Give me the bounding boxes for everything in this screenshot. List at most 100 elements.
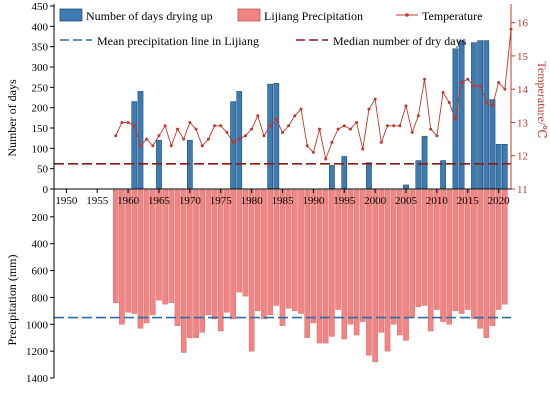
precipitation-bar	[217, 189, 224, 332]
top-y-tick-label: 200	[32, 103, 49, 115]
bottom-y-tick-label: 1200	[26, 346, 49, 358]
dry-days-bar	[501, 144, 508, 190]
temperature-point	[114, 134, 118, 138]
precipitation-bar	[131, 189, 138, 314]
right-y-axis-title: Temperature/℃	[535, 61, 549, 138]
precipitation-bar	[143, 189, 150, 324]
temperature-point	[231, 140, 235, 144]
precipitation-bar	[255, 189, 261, 312]
temperature-point	[281, 130, 284, 134]
precipitation-bar	[162, 189, 168, 305]
bottom-y-tick-label: 400	[32, 239, 49, 251]
x-tick-label: 2020	[488, 195, 511, 207]
temperature-point	[268, 124, 272, 128]
x-tick-label: 2015	[457, 195, 480, 207]
precipitation-bar	[298, 189, 304, 314]
precipitation-bars	[112, 189, 508, 363]
precipitation-bar	[366, 189, 372, 356]
temp-y-tick-label: 11	[517, 184, 528, 196]
temperature-point	[447, 100, 451, 104]
dry-days-bar	[273, 83, 280, 190]
temperature-point	[497, 81, 501, 85]
temp-y-tick-label: 14	[517, 84, 529, 96]
precipitation-bar	[224, 189, 230, 313]
tick-labels: 0 50 100 150 200 250 300 350 400 450 200 400 600 800 1…	[26, 1, 529, 385]
x-tick-label: 1980	[241, 195, 264, 207]
temperature-point	[392, 124, 396, 128]
temperature-point	[163, 124, 167, 128]
dry-days-bar	[471, 42, 477, 190]
precipitation-bar	[310, 189, 317, 324]
precipitation-bar	[397, 189, 403, 336]
temperature-point	[423, 77, 427, 81]
dry-days-bar	[230, 101, 236, 190]
temperature-point	[126, 120, 130, 124]
temperature-point	[299, 107, 303, 111]
temperature-point	[169, 144, 173, 148]
precipitation-bar	[230, 189, 236, 320]
temperature-series	[114, 27, 513, 161]
temperature-point	[348, 127, 352, 131]
precipitation-bar	[261, 189, 267, 320]
temperature-point	[460, 81, 464, 85]
bottom-y-tick-label: 600	[32, 266, 49, 278]
bottom-y-tick-label: 1400	[26, 373, 49, 385]
temperature-point	[367, 107, 371, 111]
temperature-point	[385, 124, 389, 128]
precipitation-bar	[378, 189, 385, 333]
legend-swatch-precipitation	[237, 8, 261, 22]
temperature-point	[318, 127, 322, 131]
bottom-y-tick-label: 1000	[26, 319, 49, 331]
temperature-point	[120, 120, 124, 124]
x-tick-label: 1995	[333, 195, 356, 207]
precipitation-bar	[267, 189, 273, 316]
temperature-point	[410, 130, 414, 134]
precipitation-bar	[150, 189, 156, 316]
precipitation-bar	[304, 189, 310, 338]
dry-days-bar	[440, 160, 446, 190]
temperature-point	[188, 120, 192, 124]
precipitation-bar	[347, 189, 354, 325]
temperature-point	[324, 157, 328, 161]
temperature-point	[478, 84, 482, 88]
temperature-point	[176, 127, 180, 131]
dry-days-bar	[341, 156, 348, 190]
temperature-point	[373, 97, 377, 101]
precipitation-bar	[353, 189, 360, 336]
precipitation-bar	[329, 189, 335, 337]
precipitation-bar	[322, 189, 329, 344]
temperature-point	[404, 104, 408, 108]
legend-label-precipitation: Lijiang Precipitation	[264, 9, 363, 23]
precipitation-bar	[168, 189, 175, 304]
dry-days-bar	[329, 165, 335, 190]
temperature-point	[219, 124, 223, 128]
precipitation-bar	[415, 189, 422, 308]
precipitation-bar	[421, 189, 428, 306]
x-tick-label: 1985	[272, 195, 295, 207]
dry-days-bar	[495, 144, 502, 190]
x-tick-label: 2005	[395, 195, 418, 207]
legend-label-median: Median number of dry days	[333, 34, 467, 48]
precipitation-bar	[427, 189, 434, 332]
x-tick-label: 1955	[86, 195, 109, 207]
x-tick-label: 1970	[179, 195, 202, 207]
bottom-y-tick-label: 800	[32, 292, 49, 304]
dry-days-bars	[131, 40, 508, 190]
dry-days-bar	[403, 184, 409, 190]
precipitation-bar	[384, 189, 391, 352]
temperature-point	[466, 77, 470, 81]
dry-days-bar	[156, 139, 162, 190]
legend: Number of days drying up Lijiang Precipi…	[59, 8, 482, 48]
precipitation-bar	[390, 189, 397, 325]
x-tick-label: 1975	[210, 195, 233, 207]
precipitation-bar	[285, 189, 292, 309]
top-y-tick-label: 300	[32, 62, 49, 74]
temperature-point	[361, 147, 365, 151]
temperature-point	[472, 84, 476, 88]
precipitation-bar	[187, 189, 193, 338]
temperature-point	[503, 87, 507, 91]
temperature-point	[293, 114, 297, 118]
axes	[50, 4, 515, 379]
precipitation-bar	[335, 189, 341, 310]
